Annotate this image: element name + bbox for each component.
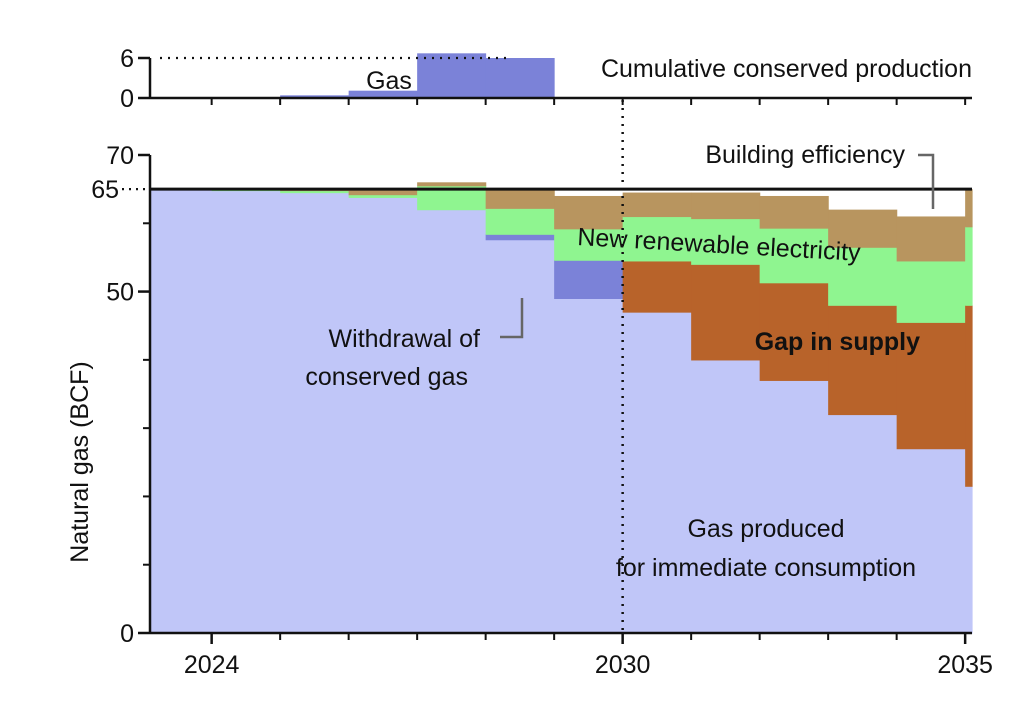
top-bar-2 bbox=[348, 90, 418, 98]
area-segment-s4-5 bbox=[485, 189, 555, 209]
y-axis-label: Natural gas (BCF) bbox=[66, 361, 94, 562]
area-segment-s0-0 bbox=[150, 189, 213, 634]
area-segment-s0-4 bbox=[417, 209, 487, 634]
area-segment-s3-5 bbox=[485, 208, 555, 235]
top-axes: 06 bbox=[120, 45, 972, 113]
area-segment-s0-12 bbox=[965, 486, 973, 634]
top-panel-title: Cumulative conserved production bbox=[601, 55, 972, 83]
area-segment-s3-6 bbox=[554, 228, 624, 261]
area-segment-s4-3 bbox=[348, 189, 418, 196]
top-y-tick-label: 6 bbox=[120, 45, 134, 73]
area-segment-s4-6 bbox=[554, 195, 624, 230]
area-segment-s0-10 bbox=[828, 414, 898, 634]
area-segment-s4-11 bbox=[896, 216, 966, 262]
area-segment-s3-8 bbox=[691, 218, 761, 265]
main-x-tick-label: 2024 bbox=[184, 651, 240, 679]
top-y-tick-label: 0 bbox=[120, 85, 134, 113]
gap-in-supply-label: Gap in supply bbox=[755, 328, 920, 356]
area-segment-s0-6 bbox=[554, 298, 624, 634]
main-areas bbox=[150, 182, 973, 634]
top-bar-3 bbox=[417, 53, 487, 98]
area-segment-s2-7 bbox=[622, 260, 692, 313]
withdrawal-label-line2: conserved gas bbox=[305, 363, 468, 391]
main-y-tick-label: 70 bbox=[106, 142, 134, 170]
main-x-tick-label: 2030 bbox=[595, 651, 651, 679]
top-panel: 06 Cumulative conserved production Gas bbox=[120, 45, 972, 113]
main-x-tick-label: 2035 bbox=[937, 651, 993, 679]
area-segment-s3-3 bbox=[348, 194, 418, 198]
area-segment-s0-8 bbox=[691, 359, 761, 634]
gas-produced-label-line2: for immediate consumption bbox=[616, 554, 916, 582]
main-y-tick-label: 0 bbox=[120, 620, 134, 648]
area-segment-s0-5 bbox=[485, 239, 555, 634]
top-bar-1 bbox=[280, 95, 350, 98]
area-segment-s0-1 bbox=[211, 190, 281, 634]
area-segment-s4-10 bbox=[828, 209, 898, 248]
area-segment-s2-8 bbox=[691, 264, 761, 361]
area-segment-s4-9 bbox=[759, 195, 829, 229]
withdrawal-label-line1: Withdrawal of bbox=[329, 325, 480, 353]
area-segment-s4-8 bbox=[691, 192, 761, 220]
area-segment-s0-7 bbox=[622, 312, 692, 634]
gas-produced-label-line1: Gas produced bbox=[687, 515, 844, 543]
main-y-tick-label: 50 bbox=[106, 279, 134, 307]
area-segment-s0-3 bbox=[348, 197, 418, 634]
area-segment-s3-12 bbox=[965, 226, 973, 306]
area-segment-s0-2 bbox=[280, 192, 350, 634]
area-segment-s2-10 bbox=[828, 305, 898, 416]
withdrawal-leader bbox=[500, 298, 524, 339]
main-y-tick-label-65: 65 bbox=[91, 176, 119, 204]
area-segment-s3-7 bbox=[622, 216, 692, 262]
area-segment-s4-4 bbox=[417, 182, 487, 187]
building-efficiency-label: Building efficiency bbox=[705, 141, 905, 169]
area-segment-s1-5 bbox=[485, 234, 555, 241]
area-segment-s3-10 bbox=[828, 247, 898, 306]
area-segment-s1-6 bbox=[554, 260, 624, 299]
area-segment-s2-9 bbox=[759, 282, 829, 381]
area-segment-s3-11 bbox=[896, 260, 966, 323]
area-segment-s4-12 bbox=[965, 189, 973, 228]
area-segment-s0-9 bbox=[759, 380, 829, 634]
building-efficiency-leader bbox=[918, 153, 935, 209]
top-bars bbox=[280, 53, 555, 98]
top-series-label: Gas bbox=[366, 67, 412, 95]
area-segment-s0-11 bbox=[896, 448, 966, 634]
main-axes: 0 50 70 65 2024 2030 2035 bbox=[91, 142, 993, 679]
area-segment-s2-11 bbox=[896, 322, 966, 450]
top-bar-4 bbox=[485, 58, 555, 98]
area-segment-s3-9 bbox=[759, 228, 829, 284]
area-segment-s4-7 bbox=[622, 192, 692, 218]
area-segment-s2-12 bbox=[965, 305, 973, 487]
area-segment-s3-2 bbox=[280, 190, 350, 194]
